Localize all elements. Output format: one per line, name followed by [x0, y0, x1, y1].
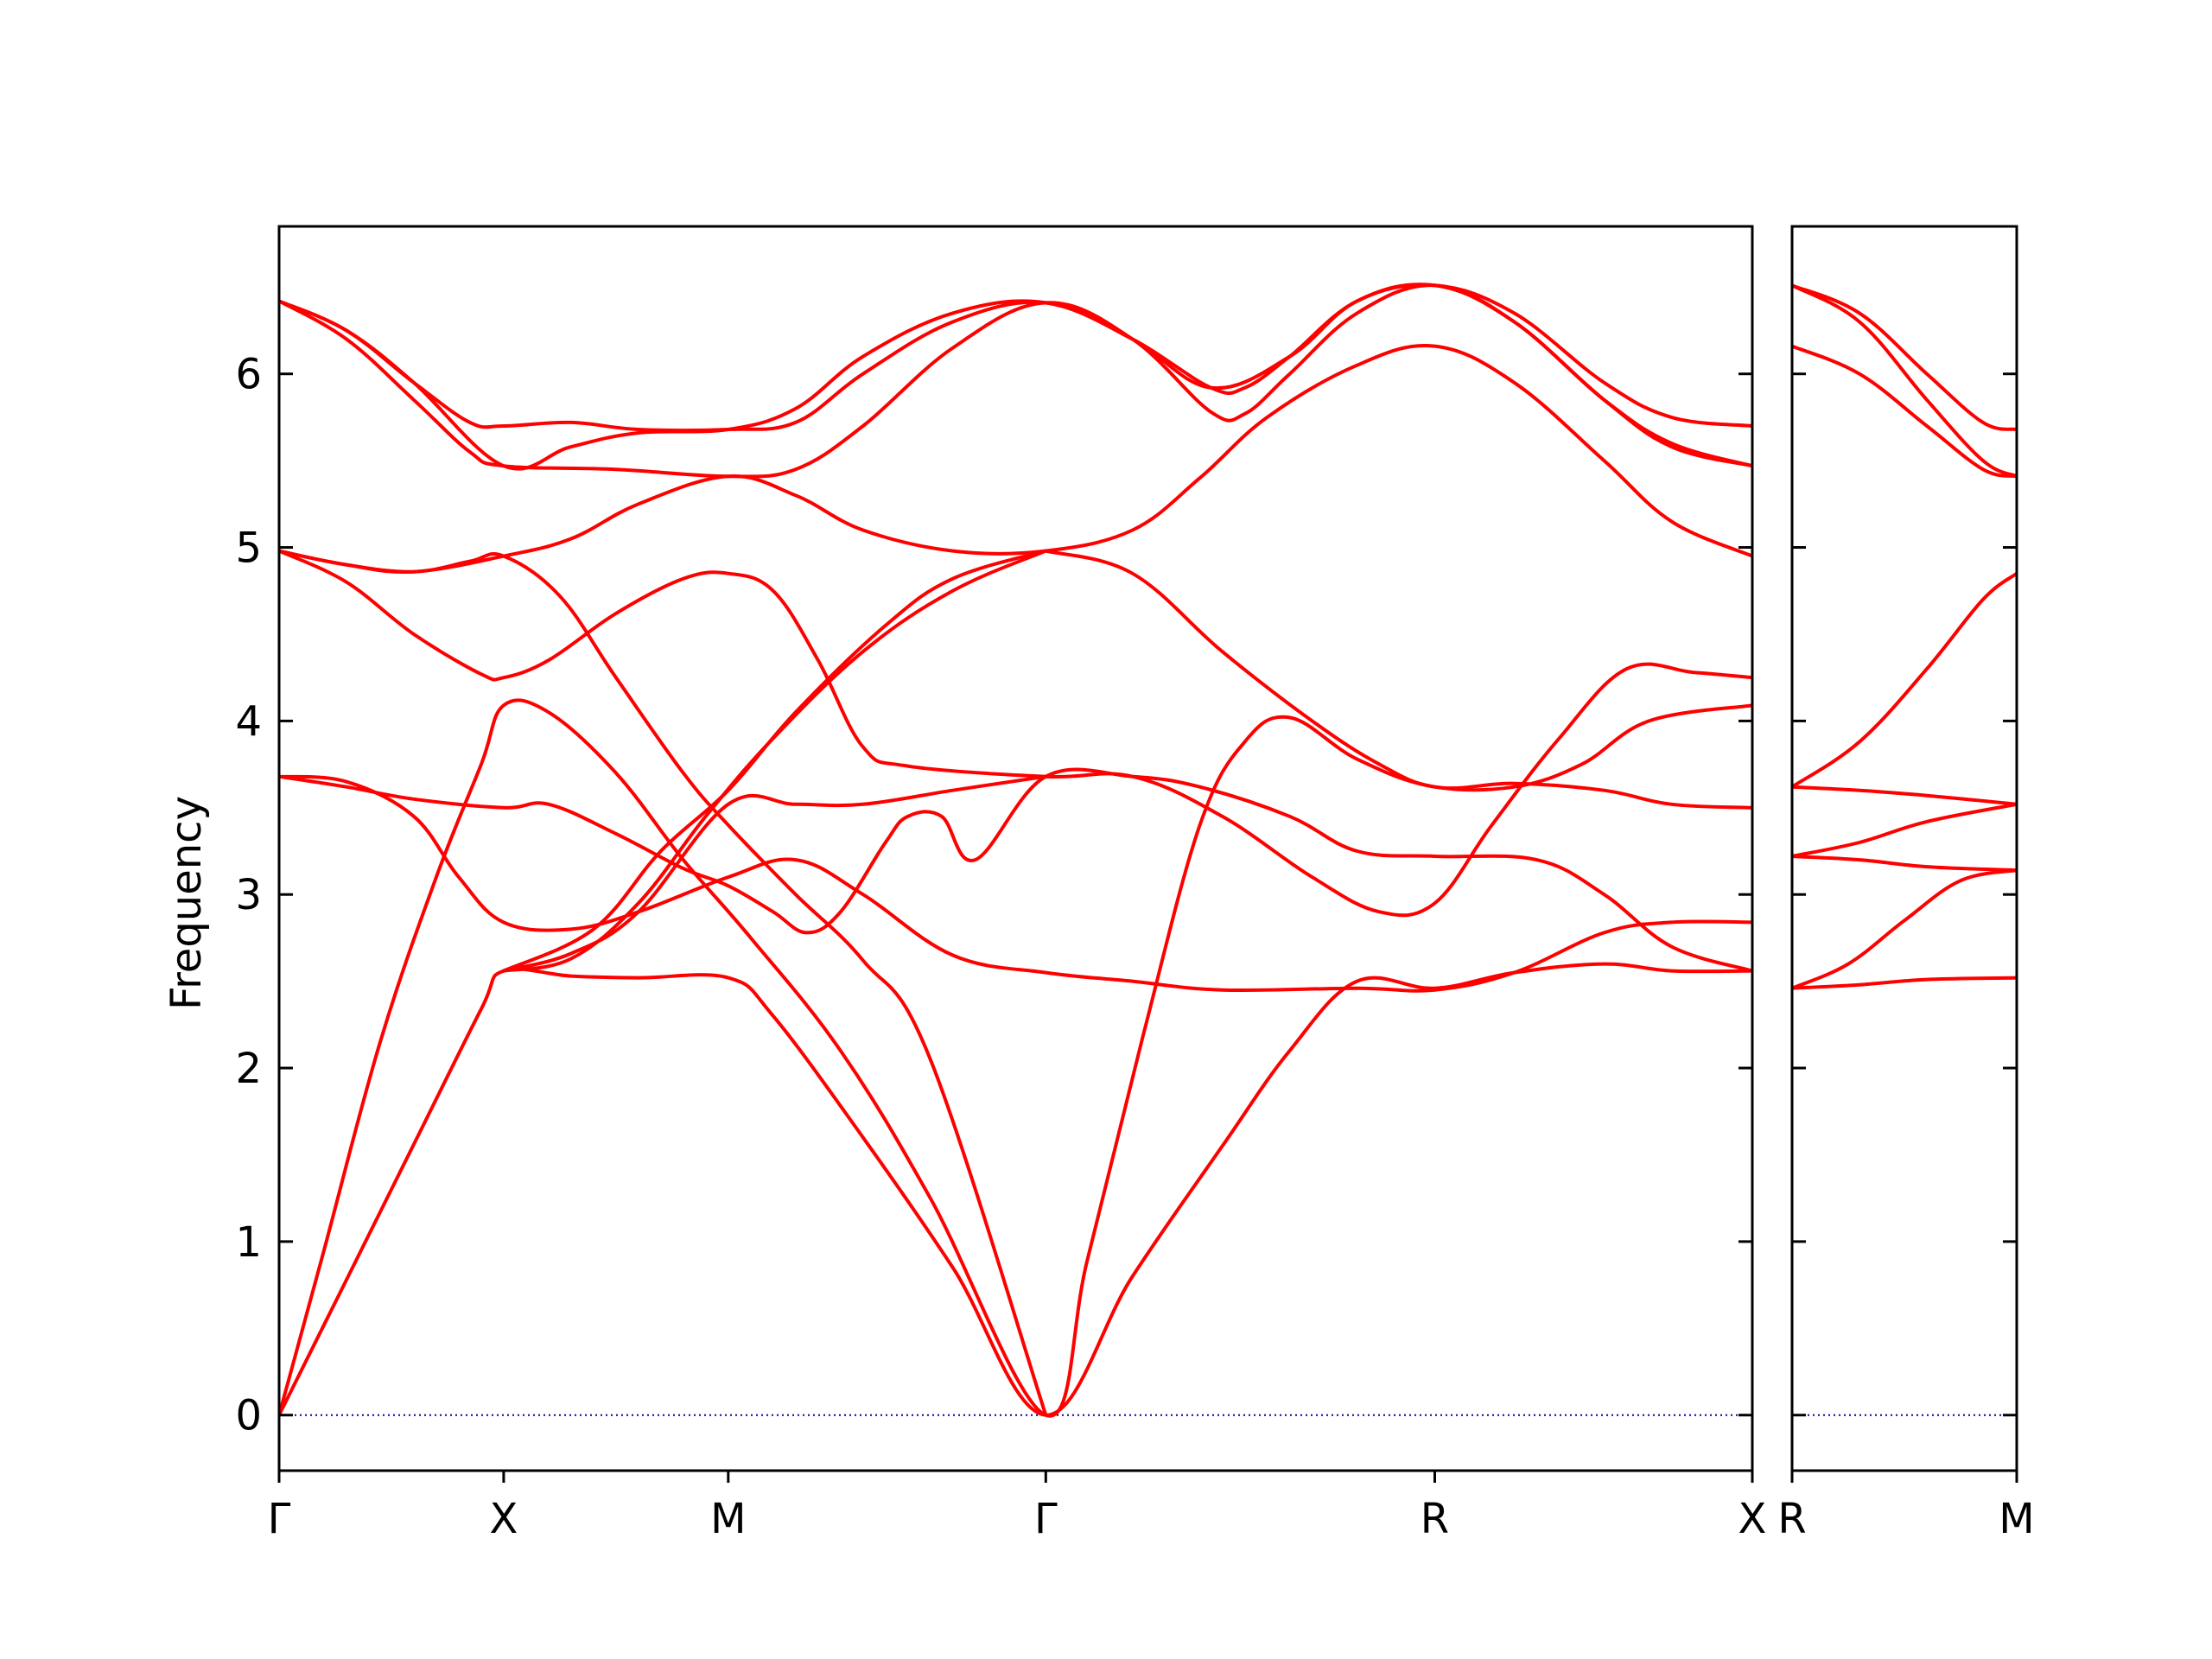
band-9	[279, 283, 1752, 433]
main-panel: 0 1 2 3 4 5 6 Γ X M Γ R X	[235, 225, 1767, 1543]
x-tick-label: R	[1421, 1495, 1449, 1543]
y-tick-label: 1	[235, 1218, 262, 1267]
x-tick-label: M	[1999, 1495, 2034, 1543]
band-12	[501, 549, 1048, 973]
band-5	[279, 549, 1752, 918]
band-10	[279, 283, 1752, 471]
bands-main	[279, 283, 1752, 1418]
y-tick-label: 0	[235, 1392, 262, 1440]
side-band-2	[1792, 868, 2017, 990]
side-band-4	[1792, 802, 2017, 858]
band-11	[501, 774, 1048, 973]
bands-side	[1792, 283, 2017, 990]
x-tick-label: R	[1777, 1495, 1806, 1543]
side-band-6	[1792, 571, 2017, 789]
x-tick-label: Γ	[1034, 1495, 1058, 1543]
y-tick-label: 6	[235, 351, 262, 399]
y-axis-label: Frequency	[162, 796, 211, 1010]
band-2	[279, 698, 1752, 1418]
axes-frame-side	[1790, 225, 2018, 1472]
band-1	[279, 962, 1752, 1417]
band-6	[279, 549, 1752, 1417]
side-band-1	[1792, 976, 2017, 990]
side-band-9	[1792, 283, 2017, 431]
side-band-5	[1792, 785, 2017, 806]
x-tick-label: X	[489, 1495, 518, 1543]
side-band-7	[1792, 344, 2017, 479]
band-13	[501, 549, 1048, 973]
side-band-3	[1792, 855, 2017, 873]
band-4	[279, 767, 1752, 973]
band-8	[279, 283, 1752, 479]
side-band-8	[1792, 283, 2017, 479]
y-tick-label: 4	[235, 697, 262, 746]
axes-frame-main	[277, 225, 1754, 1472]
y-tick-label: 3	[235, 871, 262, 919]
x-tick-label: M	[710, 1495, 746, 1543]
y-tick-label: 2	[235, 1045, 262, 1093]
y-tick-label: 5	[235, 524, 262, 573]
band-3	[279, 774, 1752, 993]
band-7	[279, 343, 1752, 575]
x-tick-label: X	[1738, 1495, 1767, 1543]
x-tick-label: Γ	[268, 1495, 291, 1543]
